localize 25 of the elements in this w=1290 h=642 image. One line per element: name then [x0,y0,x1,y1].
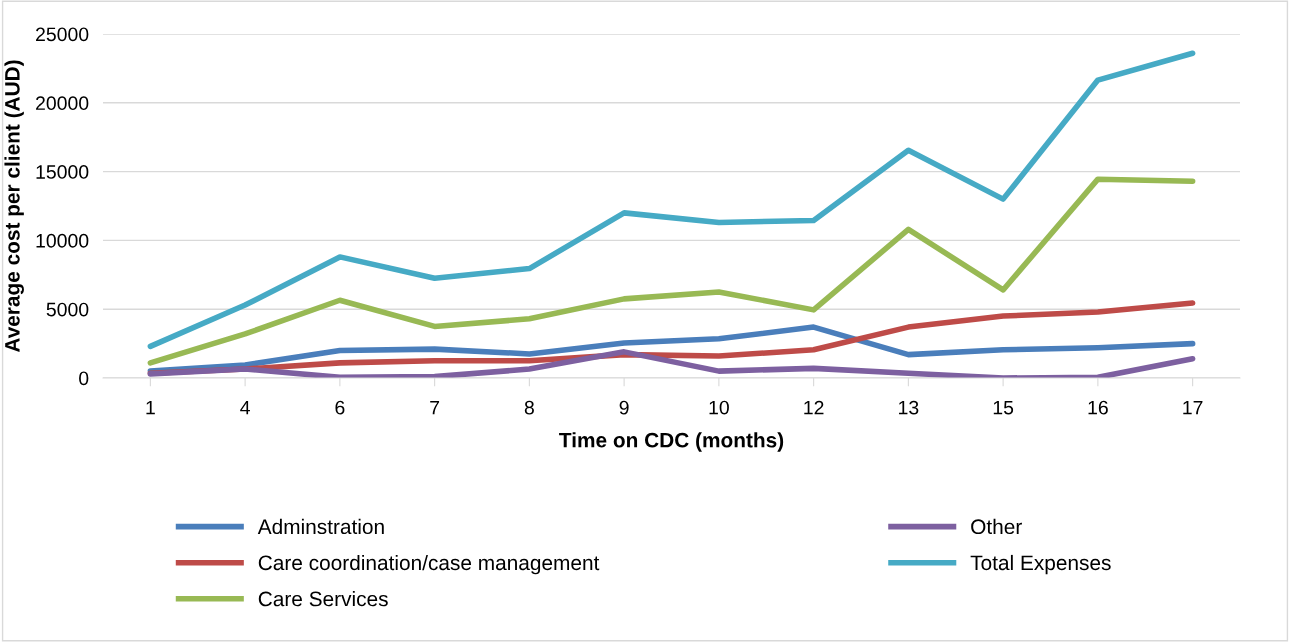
x-axis-title: Time on CDC (months) [559,432,784,452]
x-tick-label: 16 [1088,400,1108,415]
y-tick-label: 15000 [36,165,89,179]
x-tick-label: 6 [335,400,345,415]
legend-label: Other [971,518,1022,535]
legend-label: Care Services [258,590,388,607]
x-tick-label: 15 [993,400,1014,415]
y-tick-label: 10000 [36,233,89,248]
x-tick-label: 8 [524,400,534,415]
x-tick-label: 13 [899,400,919,415]
legend-label: Adminstration [257,518,384,535]
legend-label: Care coordination/case management [258,554,600,575]
x-tick-label: 1 [146,400,155,415]
x-tick-label: 17 [1183,400,1203,415]
y-tick-label: 5000 [46,302,89,317]
x-tick-label: 9 [619,400,629,415]
legend-label: Total Expenses [970,554,1111,575]
y-axis-title: Average cost per client (AUD) [4,60,24,353]
y-tick-label: 25000 [36,27,89,42]
x-tick-label: 4 [240,400,250,415]
y-tick-label: 0 [79,371,89,386]
x-tick-label: 10 [709,400,729,415]
y-tick-label: 20000 [36,96,89,111]
x-tick-label: 12 [804,400,824,415]
x-tick-label: 7 [430,400,440,415]
